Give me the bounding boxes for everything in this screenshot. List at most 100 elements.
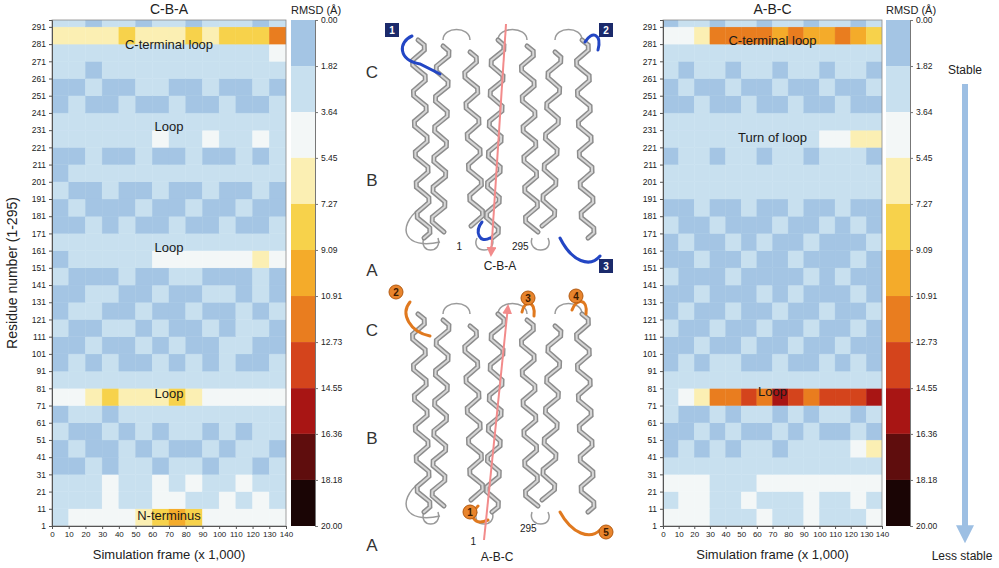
heatmap-cell: [866, 509, 882, 526]
heatmap-cell: [169, 406, 186, 423]
colorbar-tick: 14.55: [315, 383, 343, 393]
y-tick: 181: [643, 211, 663, 221]
x-tick: 80: [784, 526, 793, 539]
heatmap-cell: [219, 113, 236, 130]
heatmap-cell: [186, 113, 203, 130]
heatmap-cell: [269, 371, 286, 388]
x-tick-label: 30: [706, 530, 715, 539]
colorbar-axis: 0.001.823.645.457.279.0910.9112.7314.551…: [910, 15, 938, 531]
x-axis-line: [53, 527, 287, 530]
heatmap-cell: [773, 61, 789, 78]
x-tick: 40: [115, 526, 124, 539]
heatmap-cell: [85, 165, 102, 182]
heatmap-cell: [253, 233, 270, 250]
heatmap-cell: [679, 440, 695, 457]
heatmap-cell: [69, 440, 86, 457]
heatmap-cell: [866, 474, 882, 491]
x-tick: 70: [769, 526, 778, 539]
heatmap-cell: [694, 182, 710, 199]
helix: [487, 40, 504, 238]
colorbar-tick-label: 3.64: [321, 107, 338, 117]
heatmap-cell: [851, 61, 867, 78]
heatmap-cell: [788, 457, 804, 474]
colorbar-tick-mark: [315, 158, 318, 159]
heatmap-cell: [757, 440, 773, 457]
heatmap-cell: [694, 199, 710, 216]
heatmap-cell: [694, 79, 710, 96]
x-tick-mark: [788, 526, 789, 529]
heatmap-cell: [269, 165, 286, 182]
heatmap-cell: [202, 388, 219, 405]
heatmap-cell: [236, 371, 253, 388]
heatmap-cell: [679, 233, 695, 250]
x-tick: 140: [876, 526, 890, 539]
y-tick: 191: [643, 194, 663, 204]
heatmap-cell: [219, 27, 236, 44]
x-tick-mark: [819, 526, 820, 529]
heatmap-cell: [679, 388, 695, 405]
y-tick: 271: [643, 57, 663, 67]
y-tick-mark: [660, 233, 663, 234]
heatmap-cell: [726, 285, 742, 302]
heatmap-cell: [694, 20, 710, 27]
heatmap-cell: [773, 79, 789, 96]
heatmap-cell: [851, 457, 867, 474]
y-tick-mark: [49, 251, 52, 252]
x-tick-mark: [253, 526, 254, 529]
y-tick-mark: [660, 96, 663, 97]
y-tick-mark: [660, 526, 663, 527]
colorbar-axis-line: [316, 21, 319, 527]
heatmap-cell: [679, 285, 695, 302]
heatmap-cell: [102, 251, 119, 268]
colorbar-band: [886, 250, 910, 296]
heatmap-cell: [710, 182, 726, 199]
heatmap-cell: [741, 268, 757, 285]
heatmap-cell: [663, 371, 679, 388]
highlighted-loop: [572, 301, 586, 314]
heatmap-cell: [788, 388, 804, 405]
heatmap-cell: [52, 20, 69, 27]
heatmap-cell: [85, 371, 102, 388]
heatmap-cell: [804, 388, 820, 405]
loop-marker: 1: [385, 23, 399, 37]
y-tick-label: 161: [643, 246, 657, 256]
colorbar-tick-mark: [910, 480, 913, 481]
heatmap-cell: [52, 130, 69, 147]
heatmap-cell: [253, 509, 270, 526]
heatmap-cell: [69, 251, 86, 268]
colorbar-tick: 1.82: [315, 61, 338, 71]
x-tick-label: 100: [813, 530, 827, 539]
heatmap-cell: [253, 268, 270, 285]
y-tick-label: 271: [32, 57, 46, 67]
heatmap-cell: [119, 113, 136, 130]
helix-highlight: [542, 52, 561, 226]
heatmap-cell: [186, 61, 203, 78]
x-tick-label: 20: [81, 530, 90, 539]
x-tick: 20: [690, 526, 699, 539]
x-tick-mark: [119, 526, 120, 529]
heatmap-cell: [663, 509, 679, 526]
colorbar-tick-mark: [910, 342, 913, 343]
x-tick-label: 10: [65, 530, 74, 539]
heatmap-cell: [663, 268, 679, 285]
x-tick: 0: [50, 526, 55, 539]
y-tick: 31: [37, 470, 52, 480]
heatmap-cell: [788, 302, 804, 319]
heatmap-cell: [773, 182, 789, 199]
heatmap-cell: [741, 147, 757, 164]
heatmap-cell: [866, 457, 882, 474]
heatmap-cell: [773, 251, 789, 268]
heatmap-cell: [236, 199, 253, 216]
y-tick-label: 41: [37, 452, 47, 462]
heatmap-cell: [219, 251, 236, 268]
heatmap-cell: [186, 199, 203, 216]
y-tick-mark: [660, 130, 663, 131]
heatmap-cell: [679, 27, 695, 44]
y-tick: 141: [32, 280, 52, 290]
heatmap-cell: [819, 285, 835, 302]
heatmap-cell: [136, 337, 153, 354]
heatmap-cell: [726, 20, 742, 27]
marker-label: 5: [603, 527, 609, 538]
colorbar-band: [291, 204, 315, 250]
heatmap-cell: [169, 423, 186, 440]
